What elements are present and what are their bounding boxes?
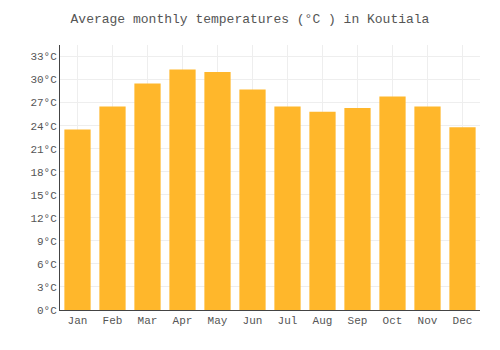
svg-text:Aug: Aug [313, 315, 333, 327]
svg-text:Jul: Jul [278, 315, 298, 327]
svg-text:18°C: 18°C [30, 167, 57, 179]
svg-text:May: May [208, 315, 228, 327]
svg-text:0°C: 0°C [37, 305, 57, 317]
svg-text:Apr: Apr [173, 315, 193, 327]
svg-text:Average monthly temperatures (: Average monthly temperatures (°C ) in Ko… [71, 12, 430, 27]
svg-text:Sep: Sep [348, 315, 368, 327]
svg-text:21°C: 21°C [30, 144, 57, 156]
svg-text:Jun: Jun [243, 315, 263, 327]
svg-text:3°C: 3°C [37, 282, 57, 294]
svg-text:9°C: 9°C [37, 236, 57, 248]
svg-text:Nov: Nov [418, 315, 438, 327]
svg-text:Mar: Mar [138, 315, 158, 327]
svg-text:Jan: Jan [68, 315, 88, 327]
svg-text:24°C: 24°C [30, 121, 57, 133]
svg-text:30°C: 30°C [30, 74, 57, 86]
svg-text:6°C: 6°C [37, 259, 57, 271]
svg-text:27°C: 27°C [30, 97, 57, 109]
svg-text:Oct: Oct [383, 315, 403, 327]
svg-text:15°C: 15°C [30, 190, 57, 202]
svg-text:33°C: 33°C [30, 51, 57, 63]
svg-text:Dec: Dec [453, 315, 473, 327]
svg-text:12°C: 12°C [30, 213, 57, 225]
svg-text:Feb: Feb [103, 315, 123, 327]
